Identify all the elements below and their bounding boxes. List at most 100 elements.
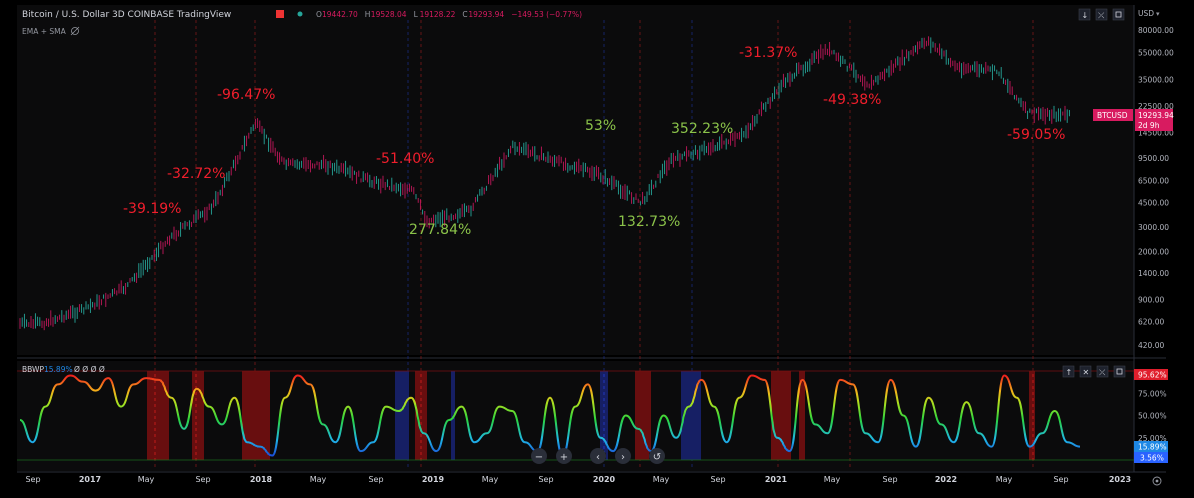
annotation-label: -51.40% [376,151,434,167]
bbwp-badges: 95.62% 15.89% 3.56% [1134,369,1168,463]
zoom-out-button[interactable]: − [531,448,547,464]
time-tick-label: May [653,475,670,484]
time-tick-label: Sep [1053,475,1068,484]
bbwp-tick-label: 50.00% [1138,412,1167,421]
annotation-label: -32.72% [167,166,225,182]
time-tick-label: Sep [368,475,383,484]
time-tick-label: 2023 [1109,475,1131,484]
price-tick-label: 1400.00 [1138,269,1169,278]
price-tick-label: 900.00 [1138,295,1164,304]
bbwp-value-badge: 15.89% [1138,443,1167,452]
currency-selector[interactable]: USD [1138,9,1154,18]
ohlc-key-O: O [316,10,322,19]
arrow-up-icon: ↑ [1066,368,1073,377]
price-tick-label: 80000.00 [1138,26,1174,35]
close-icon: ✕ [1083,368,1090,377]
bbwp-line [19,374,1081,457]
annotation-label: 277.84% [409,222,471,238]
annotation-label: -49.38% [823,92,881,108]
toolbar-button-bg [649,448,665,464]
price-pane [17,5,1134,355]
time-tick-label: May [824,475,841,484]
price-tick-label: 14500.00 [1138,128,1174,137]
bbwp-current-value: 15.89% [44,365,73,374]
ohlc-key-L: L [414,10,419,19]
status-dot-icon [297,11,303,17]
toolbar-button-label: + [560,452,568,463]
annotation-label: 352.23% [671,121,733,137]
ohlc-key-H: H [365,10,371,19]
bbwp-params: Ø Ø Ø Ø [74,365,105,374]
price-series [19,36,1070,331]
price-tick-label: 3000.00 [1138,223,1169,232]
move-up-button[interactable] [1062,365,1075,378]
price-tick-label: 2000.00 [1138,247,1169,256]
price-tick-label: 420.00 [1138,341,1164,350]
close-pane-button[interactable] [1079,365,1092,378]
bbwp-tick-label: 25.00% [1138,434,1167,443]
toolbar-button-label: ↺ [653,452,661,463]
ohlc-value-3: 19293.94 [468,10,504,19]
time-tick-label: May [138,475,155,484]
toolbar-button-bg [531,448,547,464]
time-axis[interactable]: Sep 2017 May Sep 2018 May Sep 2019 May Sep 2020 May… [25,475,1131,484]
price-tick-label: 6500.00 [1138,177,1169,186]
price-tick-label: 35000.00 [1138,76,1174,85]
zoom-toolbar[interactable]: − + ‹ › ↺ [531,448,665,464]
time-tick-label: May [310,475,327,484]
toolbar-button-bg [615,448,631,464]
bbwp-series [19,374,1081,457]
zoom-in-button[interactable]: + [556,448,572,464]
time-tick-label: Sep [25,475,40,484]
overlay-label[interactable]: EMA + SMA [22,27,67,36]
annotation-label: -96.47% [217,87,275,103]
annotation-label: -31.37% [739,45,797,61]
ohlc-key-C: C [462,10,467,19]
time-tick-label: 2019 [422,475,445,484]
ohlc-value-4: −149.53 (−0.77%) [511,10,582,19]
annotation-label: -59.05% [1007,127,1065,143]
annotation-label: 132.73% [618,214,680,230]
price-badge-symbol: BTCUSD [1097,111,1128,120]
bbwp-signal-bars [147,371,1035,460]
move-down-button[interactable] [1078,8,1091,21]
flag-icon [276,10,284,18]
eye-off-icon[interactable] [70,26,80,36]
collapse-pane-button[interactable] [1096,365,1109,378]
ohlc-values: O 19442.70 H 19528.04 L 19128.22 C 19293.94 −149… [316,10,582,19]
chart-title: Bitcoin / U.S. Dollar 3D COINBASE Tradin… [22,10,231,20]
maximize-pane-button[interactable] [1113,365,1126,378]
annotation-label: -39.19% [123,201,181,217]
collapse-button[interactable] [1095,8,1108,21]
bbwp-top-badge: 95.62% [1138,371,1167,380]
reset-button[interactable]: ↺ [649,448,665,464]
pane-controls-bbwp[interactable]: ↑ ✕ ⤫ [1062,365,1126,378]
maximize-button[interactable] [1112,8,1125,21]
settings-icon[interactable] [1152,476,1162,486]
maximize-icon [1115,11,1122,18]
pane-controls-top[interactable]: ↓ ⤫ [1078,8,1125,21]
scroll-left-button[interactable]: ‹ [590,448,606,464]
bbwp-low-badge: 3.56% [1140,454,1164,463]
bbwp-label[interactable]: BBWP [22,365,44,374]
price-tick-label: 55000.00 [1138,48,1174,57]
bbwp-axis[interactable]: 75.00% 50.00% 25.00% [1138,389,1167,443]
time-tick-label: Sep [538,475,553,484]
annotation-label: 53% [585,118,616,134]
bbwp-tick-label: 75.00% [1138,389,1167,398]
ohlc-value-2: 19128.22 [420,10,456,19]
time-tick-label: May [996,475,1013,484]
time-tick-label: 2022 [935,475,957,484]
ohlc-value-1: 19528.04 [371,10,407,19]
price-tick-label: 9500.00 [1138,154,1169,163]
time-tick-label: 2017 [79,475,101,484]
chevron-down-icon: ▾ [1156,10,1160,18]
price-axis[interactable]: 80000.00 55000.00 35000.00 22500.00 14500.00… [1138,26,1174,350]
scroll-right-button[interactable]: › [615,448,631,464]
time-tick-label: May [482,475,499,484]
price-badge-countdown: 2d 9h [1138,121,1160,130]
cycle-lines [154,20,1034,470]
price-tick-label: 22500.00 [1138,102,1174,111]
time-tick-label: 2020 [593,475,616,484]
